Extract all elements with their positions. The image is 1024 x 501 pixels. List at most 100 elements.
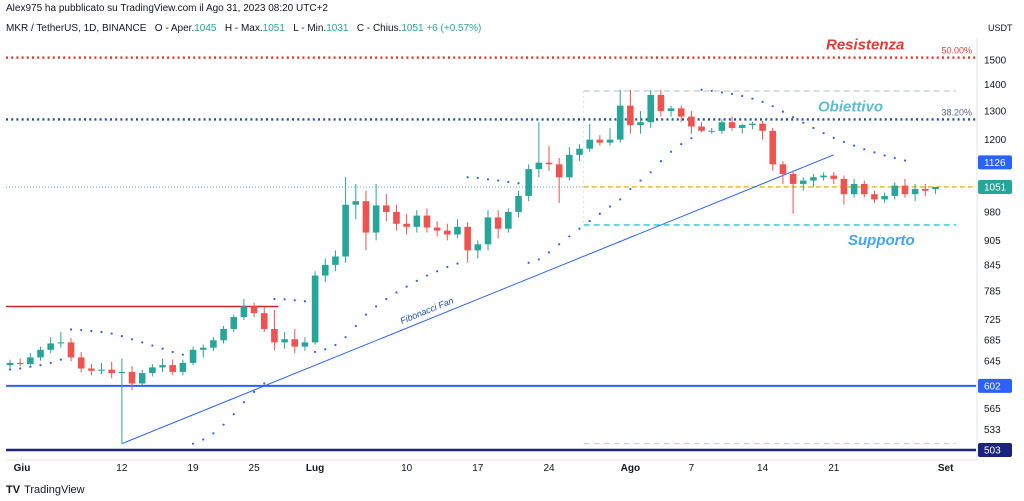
sar-dot (456, 262, 459, 265)
candle (627, 89, 634, 134)
candle-body (138, 373, 146, 384)
sar-dot (303, 300, 307, 303)
candle-body (362, 201, 370, 233)
sar-dot (161, 347, 164, 350)
sar-dot (90, 329, 93, 333)
candle-body (820, 175, 827, 178)
sar-dot (171, 350, 174, 354)
sar-dot (537, 258, 540, 261)
currency-label[interactable]: USDT (988, 23, 1013, 33)
candle-body (749, 123, 756, 126)
candle (901, 178, 909, 198)
candle-body (372, 205, 380, 233)
candle-body (128, 371, 136, 384)
candle-body (566, 154, 573, 178)
sar-dot (507, 180, 510, 184)
sar-dot (741, 94, 744, 98)
sar-dot (263, 382, 266, 385)
ohlc-low: L - Min.1031 (293, 23, 349, 34)
price-tick-label: 533 (984, 425, 1001, 436)
candle-body (118, 371, 126, 374)
candle-body (240, 306, 248, 318)
candle (149, 364, 156, 377)
candle-body (108, 369, 115, 374)
sar-dot (354, 324, 357, 328)
candle-body (555, 164, 563, 178)
candle (922, 183, 929, 196)
objective-label: Obiettivo (818, 98, 883, 115)
candle-body (484, 217, 492, 245)
sar-dot (293, 299, 296, 302)
candle (423, 208, 431, 233)
time-tick-label: 7 (689, 463, 695, 474)
sar-dot (568, 235, 571, 238)
candle-body (260, 313, 268, 329)
sar-dot (283, 298, 286, 301)
candle (260, 306, 268, 333)
candle-body (332, 256, 339, 265)
tradingview-brand[interactable]: TV TradingView (6, 484, 85, 496)
sar-dot (120, 335, 123, 338)
time-tick-label: 17 (472, 463, 484, 474)
sar-dot (8, 368, 12, 371)
symbol-text[interactable]: MKR / TetherUS, 1D, BINANCE (6, 23, 147, 34)
candle-body (667, 108, 675, 112)
candle-body (281, 339, 288, 343)
candle (545, 145, 553, 171)
sar-dot (619, 198, 622, 201)
sar-dot (761, 100, 764, 103)
sar-dot (252, 390, 256, 393)
candle (749, 121, 756, 130)
sar-dot (415, 279, 418, 282)
candle (799, 177, 807, 191)
candle-body (911, 189, 919, 195)
candle-body (799, 180, 807, 184)
candle-body (881, 195, 888, 200)
candle-body (199, 347, 207, 350)
sar-dot (883, 154, 886, 157)
candle (566, 147, 573, 181)
sar-dot (141, 341, 144, 344)
candle-body (423, 215, 431, 228)
price-tick-label: 1200 (984, 135, 1007, 146)
candle (647, 89, 655, 128)
sar-dot (527, 261, 530, 264)
time-tick-label: 10 (401, 463, 413, 474)
ohlc-close: C - Chius.1051 (356, 23, 424, 34)
candle-body (220, 328, 227, 341)
sar-dot (812, 126, 815, 130)
sar-dot (832, 136, 835, 139)
sar-dot (344, 336, 347, 339)
price-badge-1126: 1126 (978, 155, 1012, 170)
sar-dot (547, 251, 551, 254)
candle-body (606, 139, 614, 143)
candle (291, 328, 299, 354)
time-tick-label: Lug (306, 463, 324, 474)
price-badge-bg (978, 378, 1012, 393)
support-label: Supporto (848, 232, 915, 249)
sar-dot (690, 137, 693, 140)
sar-dot (497, 179, 500, 182)
candle (47, 337, 54, 354)
sar-dot (375, 305, 378, 308)
sar-dot (893, 156, 896, 160)
sar-dot (781, 110, 785, 113)
sar-dot (212, 432, 215, 435)
candle-body (179, 362, 187, 372)
candle (728, 116, 736, 131)
candle-body (769, 130, 777, 165)
objective-pct: 38.20% (941, 107, 972, 117)
candle (118, 358, 126, 444)
price-badge-bg (978, 155, 1012, 170)
candle-body (16, 362, 24, 365)
candle (494, 210, 502, 239)
candle-body (922, 189, 929, 191)
candle-body (647, 94, 655, 123)
time-tick-label: 21 (828, 463, 840, 474)
candle-body (291, 339, 299, 347)
sar-dot (19, 367, 22, 370)
sar-dot (802, 121, 805, 124)
sar-dot (598, 212, 601, 215)
candle-body (27, 357, 34, 365)
